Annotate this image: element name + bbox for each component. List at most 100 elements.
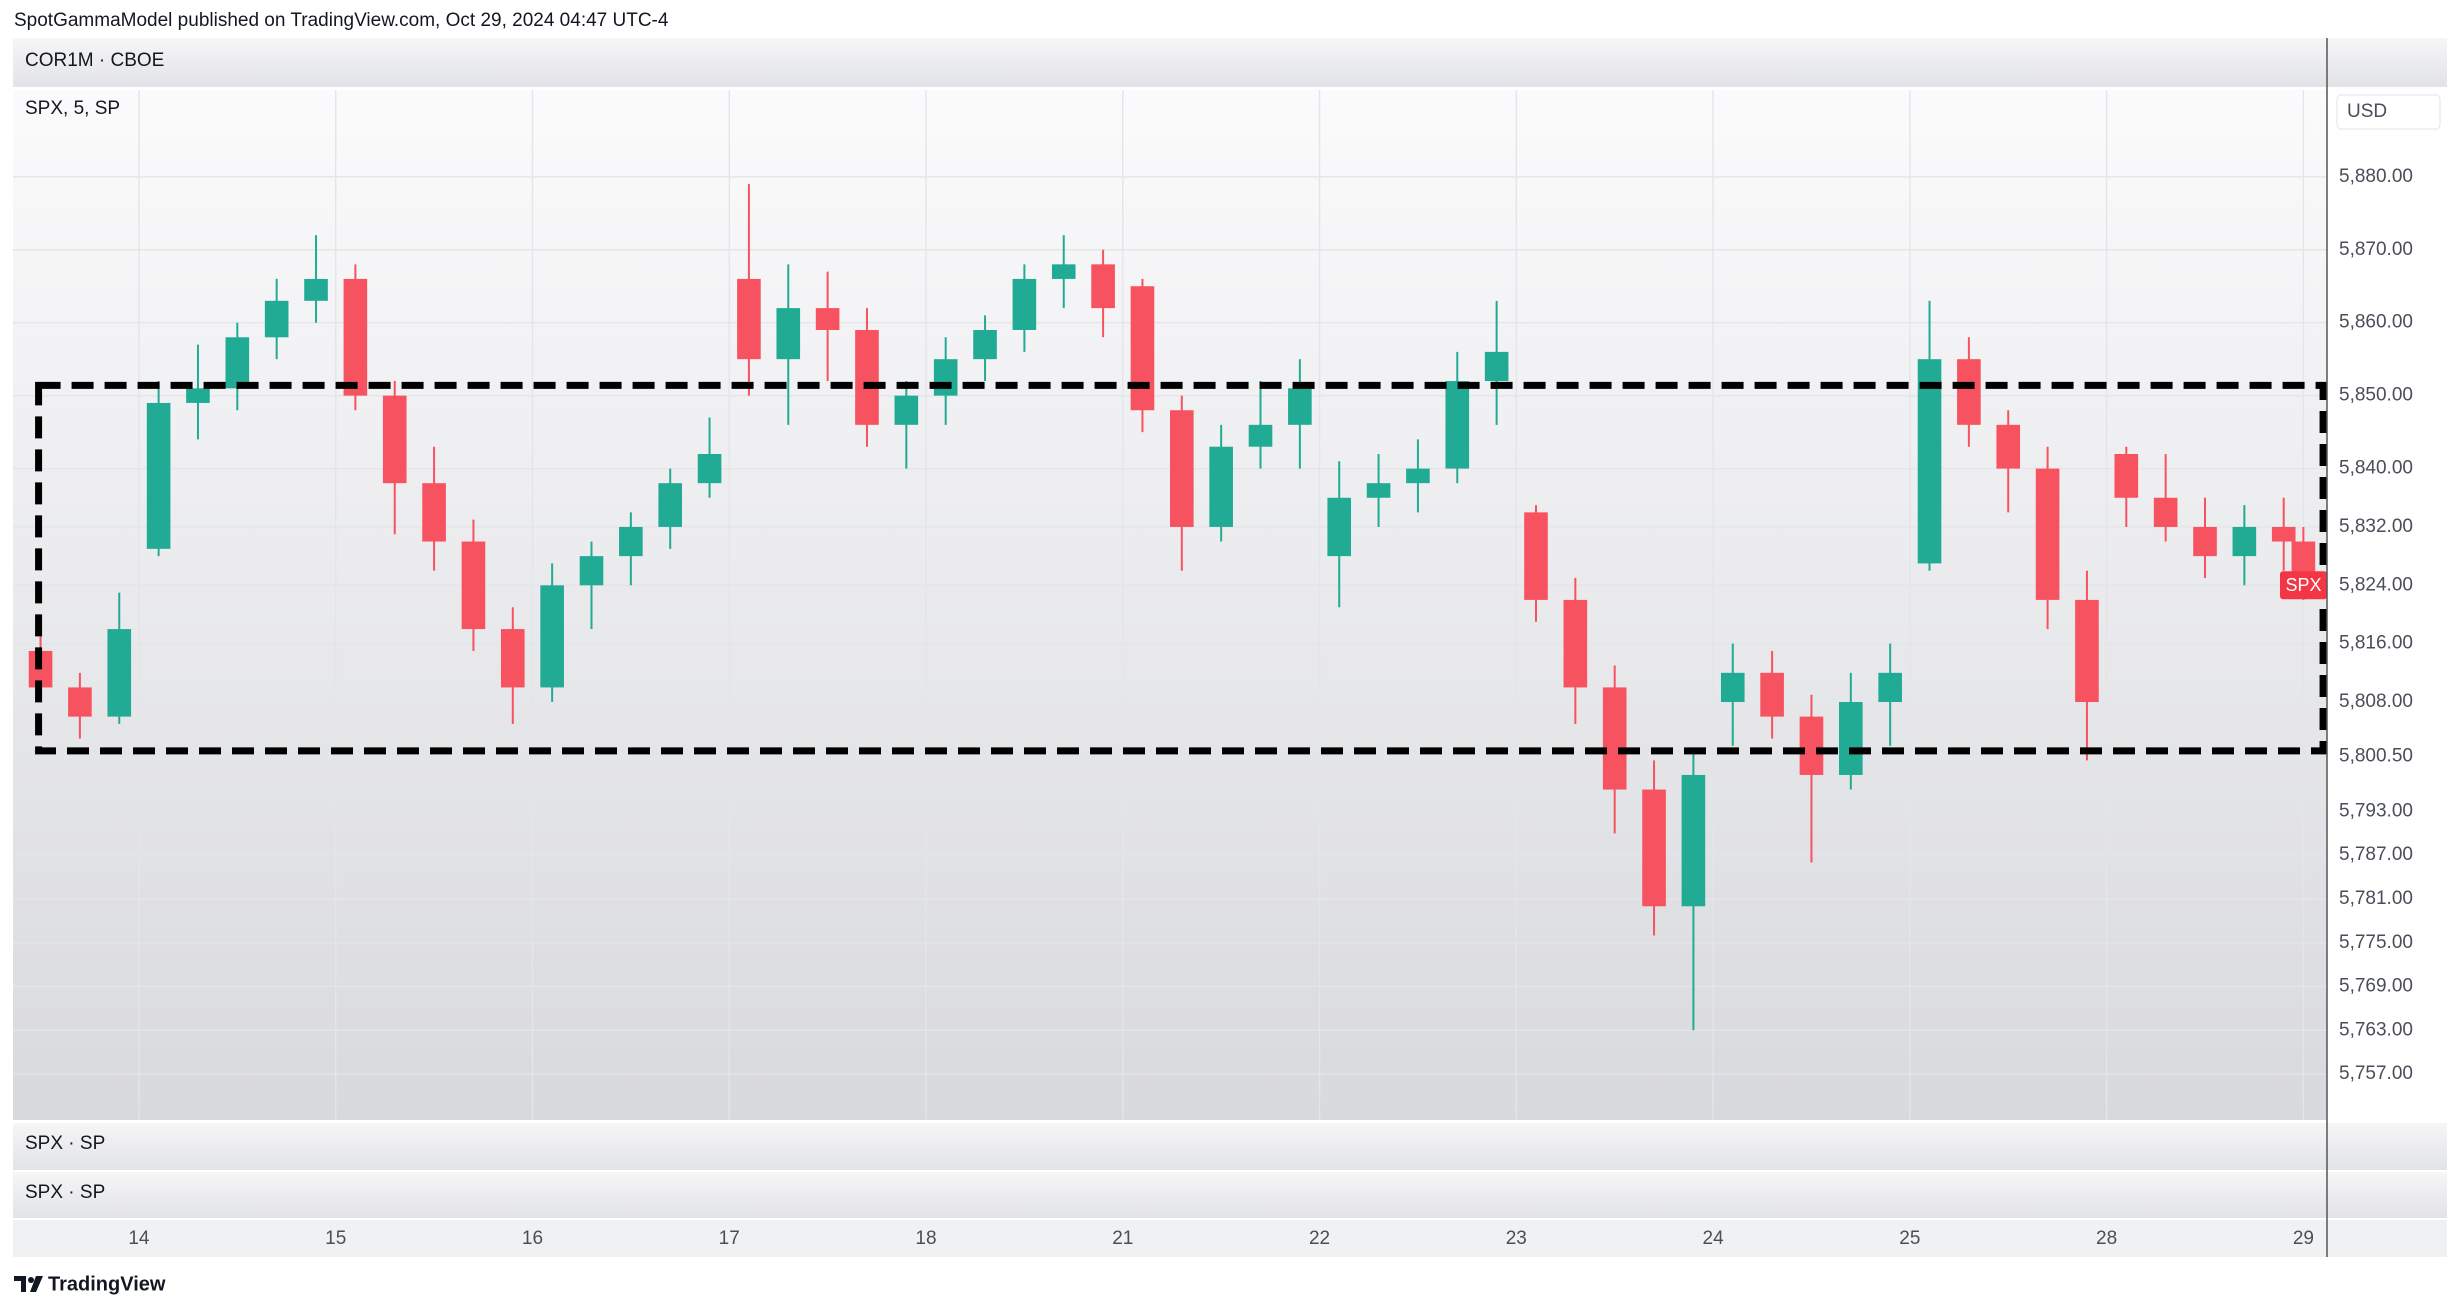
- candle-body: [1602, 687, 1627, 790]
- candle-body: [107, 629, 132, 717]
- time-axis: [13, 1220, 2447, 1257]
- candle-body: [1839, 702, 1863, 775]
- candle-body: [933, 359, 958, 396]
- y-tick-label: 5,793.00: [2339, 800, 2413, 821]
- candle-body: [500, 629, 525, 688]
- x-tick-label: 15: [325, 1228, 346, 1249]
- y-tick-label: 5,832.00: [2339, 516, 2413, 537]
- candle-body: [461, 541, 486, 630]
- x-tick-label: 24: [1703, 1228, 1725, 1249]
- candle-body: [304, 278, 328, 301]
- x-tick-label: 16: [522, 1228, 543, 1249]
- candle-body: [1288, 388, 1312, 425]
- candle-body: [697, 454, 722, 484]
- candle-body: [1445, 381, 1470, 469]
- candle-body: [1878, 672, 1902, 703]
- x-tick-label: 23: [1506, 1228, 1527, 1249]
- candle-body: [1209, 446, 1233, 527]
- x-tick-label: 25: [1899, 1228, 1920, 1249]
- candle-body: [422, 483, 446, 542]
- candle-body: [973, 329, 997, 360]
- bottom-panel-label: SPX · SP: [25, 1133, 105, 1154]
- range-box: [35, 381, 2327, 755]
- bottom-panel: [13, 1123, 2447, 1170]
- candle-body: [1248, 424, 1273, 447]
- candle-body: [1917, 359, 1942, 564]
- candle-body: [1170, 410, 1194, 527]
- y-tick-label: 5,850.00: [2339, 385, 2413, 406]
- y-tick-label: 5,808.00: [2339, 691, 2413, 712]
- last-price-tag-label: SPX: [2285, 575, 2321, 595]
- candle-body: [1799, 716, 1824, 775]
- last-price-tag: [2280, 571, 2327, 600]
- candle-body: [2075, 599, 2099, 703]
- y-tick-label: 5,840.00: [2339, 458, 2413, 479]
- candle-body: [225, 337, 250, 389]
- candle-body: [146, 402, 171, 549]
- candle-body: [1091, 264, 1115, 309]
- candle-body: [2114, 454, 2139, 498]
- x-tick-label: 28: [2096, 1228, 2117, 1249]
- candle-body: [855, 329, 879, 425]
- y-tick-label: 5,824.00: [2339, 574, 2413, 595]
- y-tick-label: 5,816.00: [2339, 633, 2413, 654]
- x-tick-label: 22: [1309, 1228, 1330, 1249]
- y-tick-label: 5,800.50: [2339, 746, 2413, 767]
- candle-body: [1484, 351, 1509, 382]
- bottom-panel-label: SPX · SP: [25, 1182, 105, 1203]
- candle-body: [264, 300, 289, 338]
- x-tick-label: 29: [2293, 1228, 2314, 1249]
- x-tick-label: 21: [1112, 1228, 1133, 1249]
- candle-body: [776, 308, 801, 360]
- y-tick-label: 5,787.00: [2339, 844, 2413, 865]
- x-tick-label: 18: [915, 1228, 936, 1249]
- currency: USD: [2347, 101, 2387, 122]
- top-panel: [13, 38, 2447, 87]
- candle-body: [1760, 672, 1784, 717]
- x-tick-label: 17: [719, 1228, 740, 1249]
- candle-body: [2035, 468, 2060, 600]
- candle-body: [540, 585, 564, 688]
- candle-body: [68, 687, 92, 717]
- legend: SPX, 5, SP: [25, 98, 120, 119]
- y-tick-label: 5,870.00: [2339, 239, 2413, 260]
- candle-body: [1563, 599, 1588, 688]
- candle-body: [894, 395, 919, 425]
- bottom-panel: [13, 1172, 2447, 1218]
- candle-body: [1366, 483, 1391, 498]
- currency-box: [2336, 94, 2441, 130]
- candle-body: [1957, 359, 1981, 425]
- y-tick-label: 5,781.00: [2339, 888, 2413, 909]
- candle-body: [1051, 264, 1076, 279]
- candle-body: [1720, 672, 1745, 703]
- candle-body: [2232, 526, 2257, 557]
- candle-body: [2153, 497, 2178, 527]
- logo: [14, 1276, 43, 1292]
- footer-brand: TradingView: [48, 1273, 166, 1295]
- candle-body: [1130, 286, 1155, 411]
- candle-body: [1012, 278, 1037, 330]
- candle-body: [382, 395, 407, 484]
- y-tick-label: 5,880.00: [2339, 166, 2413, 187]
- candle-body: [737, 278, 761, 360]
- candle-body: [619, 526, 643, 557]
- candle-body: [343, 278, 368, 396]
- published-note: SpotGammaModel published on TradingView.…: [14, 10, 669, 31]
- candle-body: [2193, 526, 2217, 557]
- candle-body: [579, 556, 604, 586]
- candle-body: [1642, 789, 1666, 907]
- y-tick-label: 5,757.00: [2339, 1063, 2413, 1084]
- candle-body: [1406, 468, 1430, 484]
- price-axis: [2327, 90, 2447, 1120]
- y-tick-label: 5,769.00: [2339, 976, 2413, 997]
- candle-body: [815, 308, 840, 330]
- candle-body: [186, 388, 210, 403]
- candle-body: [1996, 424, 2021, 469]
- candle-body: [658, 483, 683, 527]
- plot-area: [13, 90, 2327, 1120]
- top-panel-label: COR1M · CBOE: [25, 50, 164, 71]
- y-tick-label: 5,860.00: [2339, 312, 2413, 333]
- x-tick-label: 14: [128, 1228, 150, 1249]
